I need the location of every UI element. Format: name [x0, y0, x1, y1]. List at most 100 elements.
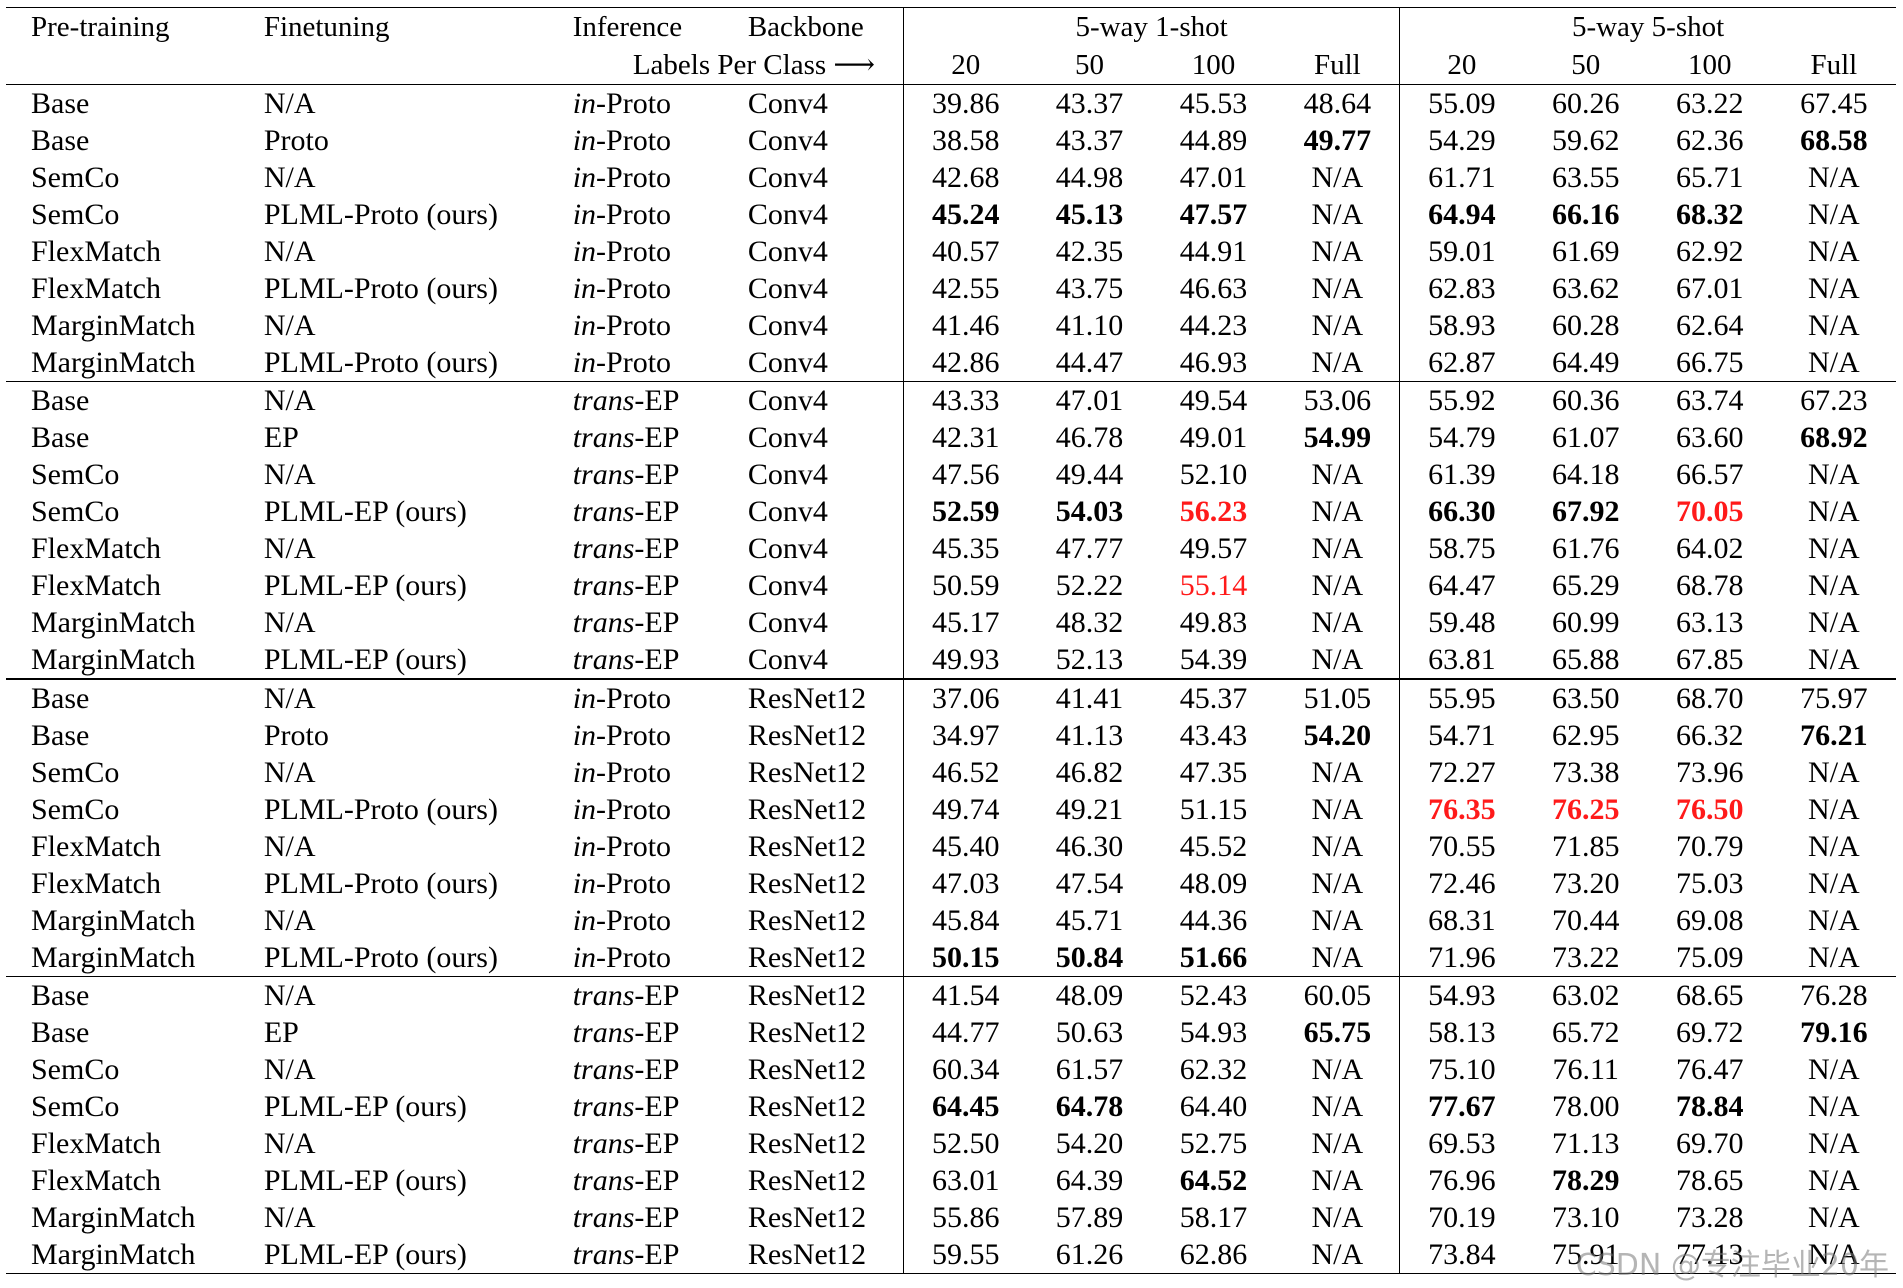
inference-suffix: -EP — [634, 1238, 680, 1271]
inference-suffix: -EP — [634, 421, 680, 454]
cell-value: 52.50 — [902, 1125, 1028, 1162]
cell-backbone: Conv4 — [747, 495, 828, 528]
cell-value: 45.40 — [902, 828, 1028, 865]
inference-suffix: -Proto — [596, 198, 672, 231]
cell-value: N/A — [1808, 272, 1860, 305]
cell-value: 55.14 — [1179, 569, 1248, 602]
cell-value: N/A — [1808, 1201, 1860, 1234]
cell-value: N/A — [1808, 1090, 1860, 1123]
cell-value: N/A — [1808, 941, 1860, 974]
cell-value: N/A — [1311, 941, 1364, 974]
cell-value: 53.06 — [1275, 381, 1400, 419]
table-row: MarginMatch PLML-EP (ours) trans-EP ResNet1… — [6, 1236, 1896, 1274]
cell-value: 70.44 — [1551, 904, 1620, 937]
cell-value: N/A — [1311, 1053, 1364, 1086]
inference-suffix: -EP — [634, 1201, 680, 1234]
header-row-1: Pre-training Finetuning Inference Backbo… — [6, 7, 1896, 46]
table-row: MarginMatch PLML-Proto (ours) in-Proto Conv… — [6, 344, 1896, 382]
cell-value: 63.74 — [1647, 381, 1772, 419]
cell-pretraining: FlexMatch — [31, 569, 161, 602]
cell-value: 44.89 — [1179, 124, 1248, 157]
cell-finetuning: N/A — [263, 161, 316, 194]
inference-prefix: in — [572, 272, 597, 305]
cell-inference: trans-EP — [573, 1014, 748, 1051]
cell-value: 56.23 — [1179, 495, 1248, 528]
header-group-5shot: 5-way 5-shot — [1399, 7, 1896, 46]
cell-value: 58.17 — [1179, 1201, 1248, 1234]
header-col: 100 — [1151, 46, 1276, 85]
table-row: SemCo PLML-EP (ours) trans-EP Conv4 52.59 54.… — [6, 493, 1896, 530]
cell-inference: in-Proto — [573, 344, 748, 382]
table-row: SemCo PLML-EP (ours) trans-EP ResNet12 64.45… — [6, 1088, 1896, 1125]
header-backbone: Backbone — [747, 7, 904, 46]
cell-inference: in-Proto — [573, 233, 748, 270]
cell-value: 76.25 — [1551, 793, 1620, 826]
cell-value: 68.65 — [1647, 976, 1772, 1014]
cell-pretraining: MarginMatch — [31, 941, 196, 974]
cell-pretraining: MarginMatch — [31, 1201, 196, 1234]
table-row: SemCo N/A in-Proto ResNet12 46.52 46.82 47.35 N… — [6, 754, 1896, 791]
cell-backbone: ResNet12 — [747, 1164, 867, 1197]
cell-value: 63.60 — [1675, 421, 1744, 454]
cell-value: 78.29 — [1551, 1164, 1620, 1197]
cell-value: 62.32 — [1179, 1053, 1248, 1086]
cell-finetuning: PLML-EP (ours) — [263, 569, 467, 602]
cell-finetuning: PLML-EP (ours) — [263, 1236, 573, 1274]
cell-value: 70.55 — [1399, 828, 1524, 865]
inference-suffix: -EP — [634, 979, 680, 1012]
cell-value: 59.62 — [1551, 124, 1620, 157]
cell-value: 62.64 — [1675, 309, 1744, 342]
cell-value: 64.45 — [902, 1088, 1028, 1125]
cell-value: 64.49 — [1551, 346, 1620, 379]
cell-value: 57.89 — [1055, 1201, 1124, 1234]
cell-value: 69.70 — [1675, 1127, 1744, 1160]
cell-backbone: Conv4 — [747, 643, 828, 676]
cell-value: 49.74 — [902, 791, 1028, 828]
cell-value: N/A — [1311, 830, 1364, 863]
cell-finetuning: EP — [263, 421, 299, 454]
watermark: CSDN @专注毕业20年 — [1575, 1248, 1889, 1283]
table-row: MarginMatch N/A trans-EP Conv4 45.17 48.32 49.… — [6, 604, 1896, 641]
cell-pretraining: Base — [31, 1016, 90, 1049]
inference-suffix: -EP — [634, 606, 680, 639]
cell-value: 63.02 — [1523, 976, 1648, 1014]
table-row: MarginMatch PLML-EP (ours) trans-EP Conv4 49… — [6, 641, 1896, 679]
inference-suffix: -EP — [634, 569, 680, 602]
inference-prefix: trans — [572, 1090, 635, 1123]
cell-value: N/A — [1311, 309, 1364, 342]
cell-pretraining: SemCo — [31, 458, 120, 491]
inference-suffix: -Proto — [596, 904, 672, 937]
cell-value: 64.78 — [1055, 1090, 1124, 1123]
cell-value: 52.43 — [1151, 976, 1276, 1014]
cell-value: 58.93 — [1399, 307, 1524, 344]
cell-value: 73.38 — [1551, 756, 1620, 789]
cell-value: 63.81 — [1399, 641, 1524, 679]
cell-finetuning: PLML-Proto (ours) — [263, 867, 498, 900]
cell-pretraining: FlexMatch — [31, 532, 161, 565]
inference-prefix: in — [572, 867, 597, 900]
table-row: Base EP trans-EP Conv4 42.31 46.78 49.01 54.99 5… — [6, 419, 1896, 456]
inference-prefix: in — [572, 941, 597, 974]
cell-inference: trans-EP — [572, 381, 748, 419]
table-row: Base N/A in-Proto Conv4 39.86 43.37 45.53 48.64… — [6, 84, 1896, 122]
cell-inference: in-Proto — [573, 196, 748, 233]
header-col: Full — [1275, 46, 1400, 85]
inference-suffix: -Proto — [596, 941, 672, 974]
cell-finetuning: N/A — [263, 830, 316, 863]
cell-value: 77.67 — [1399, 1088, 1524, 1125]
cell-value: 67.92 — [1551, 495, 1620, 528]
cell-pretraining: MarginMatch — [31, 346, 196, 379]
cell-value: 64.52 — [1179, 1164, 1248, 1197]
cell-value: 39.86 — [902, 84, 1028, 122]
cell-value: N/A — [1808, 346, 1860, 379]
cell-value: 61.39 — [1399, 456, 1524, 493]
cell-value: N/A — [1808, 235, 1860, 268]
cell-pretraining: Base — [6, 381, 264, 419]
inference-suffix: -Proto — [596, 682, 672, 715]
cell-inference: in-Proto — [573, 159, 748, 196]
cell-value: 48.09 — [1179, 867, 1248, 900]
table-row: Base N/A trans-EP Conv4 43.33 47.01 49.54 53.06… — [6, 381, 1896, 419]
cell-value: 37.06 — [902, 678, 1028, 717]
cell-backbone: Conv4 — [747, 532, 828, 565]
cell-value: 44.47 — [1055, 346, 1124, 379]
